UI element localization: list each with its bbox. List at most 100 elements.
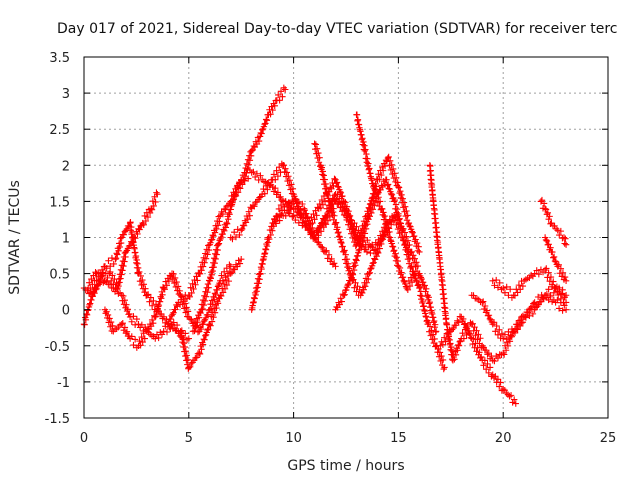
- x-tick-label: 20: [495, 431, 512, 446]
- data-point: [315, 149, 322, 157]
- data-point: [160, 284, 167, 292]
- data-point: [381, 212, 388, 220]
- data-point: [543, 265, 550, 272]
- data-point: [118, 320, 125, 328]
- data-point: [494, 331, 502, 339]
- data-point: [277, 193, 284, 200]
- data-point: [480, 305, 488, 313]
- data-point: [105, 257, 112, 264]
- data-point: [422, 288, 429, 295]
- data-point: [270, 171, 278, 178]
- data-point: [496, 279, 503, 287]
- data-point: [247, 152, 255, 160]
- data-point: [280, 161, 288, 169]
- data-point: [375, 171, 382, 178]
- data-point: [431, 335, 438, 343]
- data-point: [245, 208, 253, 215]
- data-point: [240, 222, 248, 229]
- data-point: [89, 293, 96, 300]
- data-point: [205, 246, 213, 254]
- data-point: [123, 301, 130, 308]
- data-point: [269, 106, 276, 114]
- data-point: [503, 335, 510, 343]
- data-point: [380, 209, 387, 216]
- data-point: [323, 247, 330, 254]
- data-point: [185, 364, 192, 371]
- data-point: [152, 335, 159, 342]
- data-point: [378, 235, 386, 242]
- data-point: [472, 340, 479, 347]
- data-point: [278, 197, 286, 204]
- data-point: [299, 200, 306, 208]
- data-point: [415, 243, 422, 250]
- axis-ticks: [83, 56, 609, 419]
- data-point: [266, 235, 273, 243]
- data-point: [149, 319, 157, 327]
- data-point: [553, 283, 561, 290]
- data-point: [447, 343, 455, 351]
- data-point: [277, 88, 285, 95]
- data-point: [176, 287, 183, 295]
- data-point: [201, 259, 208, 266]
- data-point: [119, 320, 126, 327]
- data-point: [557, 295, 565, 303]
- data-point: [200, 335, 207, 343]
- data-point: [337, 238, 345, 246]
- data-point: [337, 204, 344, 211]
- data-point: [239, 181, 246, 188]
- data-point: [549, 248, 556, 256]
- x-tick-label: 25: [600, 431, 617, 446]
- y-axis-title: SDTVAR / TECUs: [7, 180, 23, 295]
- data-point: [212, 255, 219, 263]
- data-point: [555, 291, 562, 299]
- data-point: [466, 330, 474, 338]
- data-point: [395, 210, 402, 218]
- data-point: [207, 322, 214, 329]
- data-point: [395, 263, 402, 270]
- data-point: [561, 293, 568, 301]
- data-point: [392, 201, 400, 208]
- data-point: [285, 199, 292, 206]
- data-point: [459, 315, 467, 323]
- data-point: [282, 212, 289, 220]
- data-point: [540, 200, 548, 207]
- data-point: [331, 192, 338, 199]
- data-point: [473, 327, 480, 334]
- data-point: [479, 299, 486, 306]
- data-point: [541, 205, 549, 212]
- data-point: [178, 332, 186, 339]
- data-point: [387, 190, 395, 198]
- data-point: [348, 225, 356, 233]
- data-point: [547, 292, 554, 299]
- data-point: [86, 300, 94, 307]
- data-point: [501, 386, 508, 394]
- data-point: [223, 265, 230, 272]
- data-point: [322, 221, 330, 228]
- data-point: [405, 277, 413, 285]
- data-point: [92, 286, 99, 293]
- data-point: [301, 206, 309, 214]
- data-point: [428, 327, 435, 334]
- data-point: [321, 212, 329, 220]
- data-point: [416, 248, 423, 256]
- data-point: [196, 349, 203, 357]
- data-point: [152, 313, 159, 321]
- data-point: [149, 197, 157, 205]
- data-point: [522, 313, 529, 320]
- data-point: [370, 182, 378, 189]
- data-point: [251, 203, 258, 210]
- data-point: [561, 240, 568, 247]
- data-point: [103, 265, 110, 272]
- data-point: [173, 278, 180, 286]
- data-point: [538, 196, 546, 204]
- data-point: [449, 357, 457, 364]
- data-point: [497, 379, 504, 386]
- data-point: [533, 267, 540, 274]
- data-point: [204, 251, 211, 258]
- data-point: [345, 280, 352, 288]
- data-point: [496, 383, 503, 390]
- data-point: [208, 305, 215, 313]
- data-point: [432, 328, 440, 335]
- data-point: [391, 170, 398, 177]
- data-point: [385, 185, 393, 192]
